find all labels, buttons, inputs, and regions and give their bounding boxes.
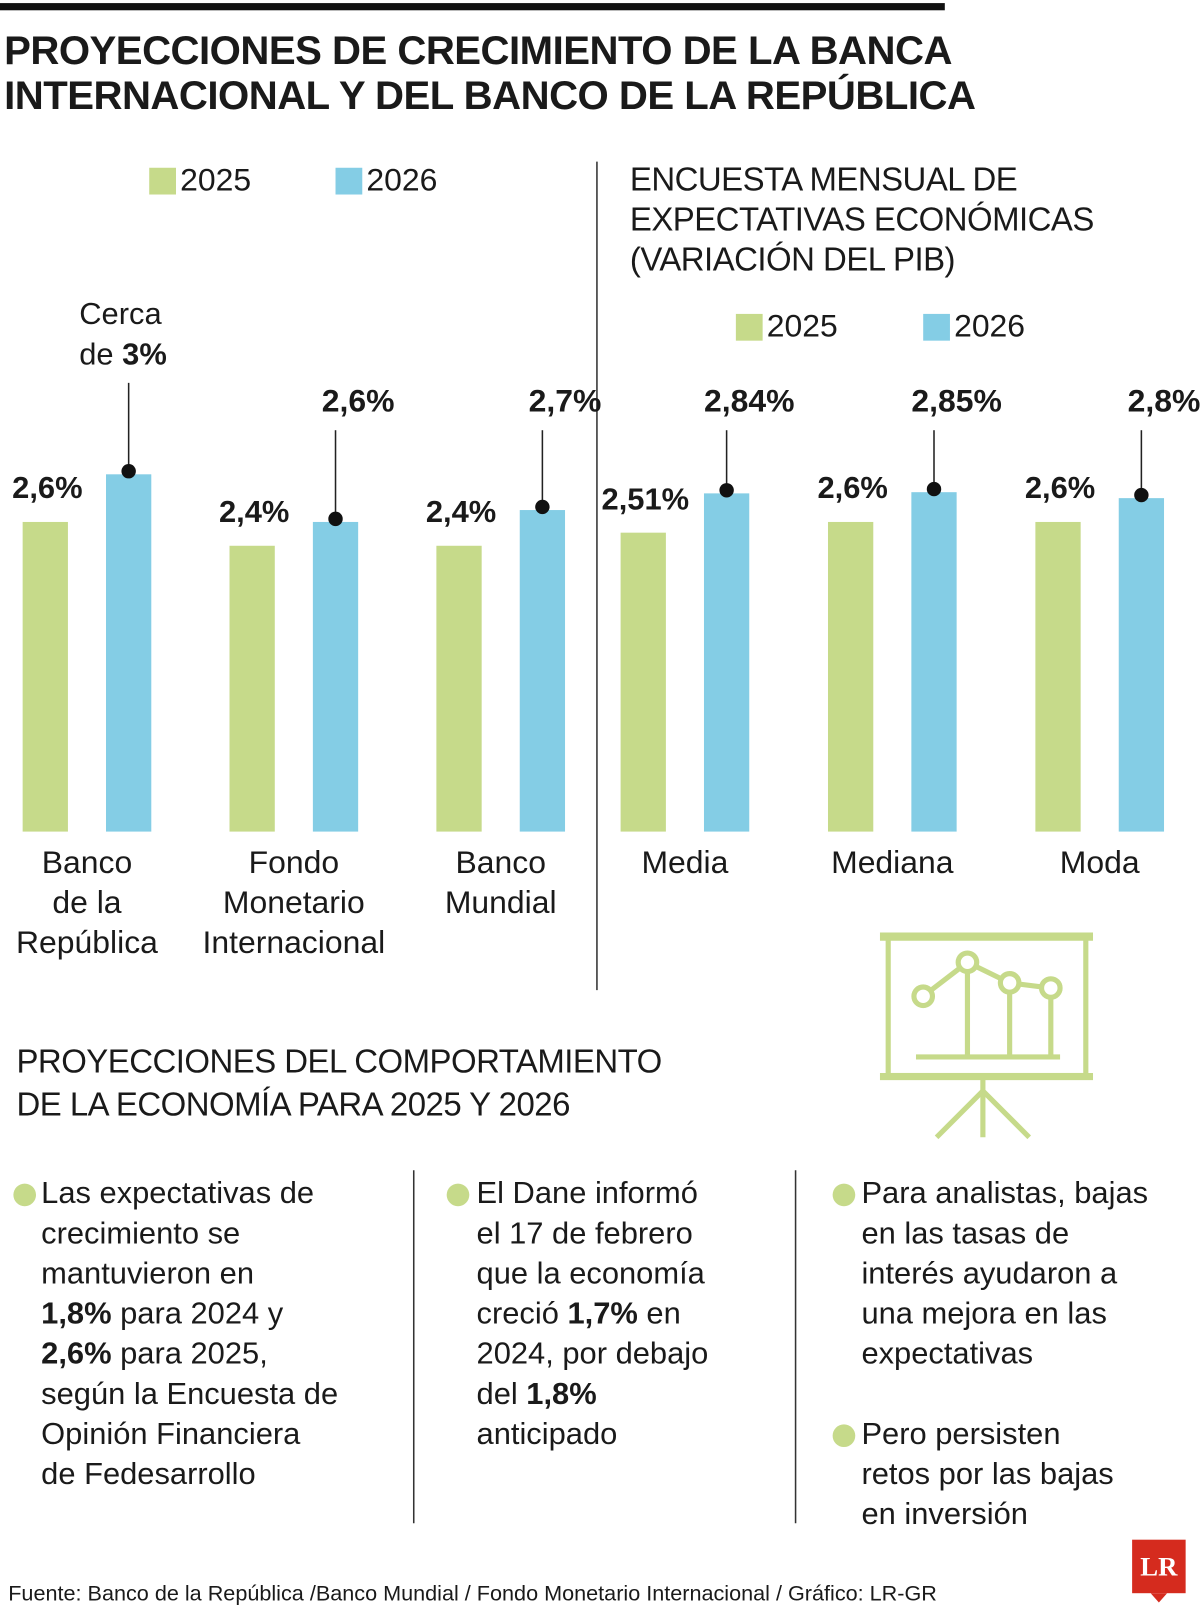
bullet-text: El Dane informó el 17 de febrero que la … xyxy=(476,1176,709,1452)
category-label: Fondo Monetario Internacional xyxy=(202,843,386,961)
bar xyxy=(436,545,482,832)
bar xyxy=(1035,521,1081,832)
section-title: PROYECCIONES DEL COMPORTAMIENTO DE LA EC… xyxy=(16,1042,662,1123)
bar xyxy=(312,521,359,832)
category-label: Banco Mundial xyxy=(444,843,557,921)
leader-dot xyxy=(1134,487,1149,503)
title: PROYECCIONES DE CRECIMIENTO DE LA BANCA … xyxy=(4,28,976,119)
category-label: Mediana xyxy=(831,843,954,880)
category-label: Moda xyxy=(1059,843,1140,880)
legend-swatch xyxy=(149,167,176,195)
legend-label: 2025 xyxy=(766,307,838,344)
value-label: 2,85% xyxy=(911,382,1002,419)
value-label: 2,6% xyxy=(321,382,395,419)
legend-swatch xyxy=(335,167,363,195)
legend-swatch xyxy=(735,313,763,341)
legend-label: 2025 xyxy=(180,161,252,198)
leader-dot xyxy=(121,464,136,479)
value-label: 2,84% xyxy=(704,382,795,419)
leader-dot xyxy=(926,481,942,497)
value-label: 2,8% xyxy=(1127,382,1200,419)
bullet-text: Para analistas, bajas en las tasas de in… xyxy=(861,1176,1149,1371)
legend-swatch xyxy=(923,313,950,341)
chart-title: ENCUESTA MENSUAL DE EXPECTATIVAS ECONÓMI… xyxy=(629,160,1094,278)
value-label: Cerca de 3% xyxy=(79,297,167,372)
top-rule xyxy=(0,3,945,11)
logo: LR xyxy=(1132,1539,1186,1603)
bullet-dot xyxy=(832,1183,856,1207)
source: Fuente: Banco de la República /Banco Mun… xyxy=(8,1581,937,1606)
value-label: 2,6% xyxy=(817,471,888,506)
leader-dot xyxy=(328,511,343,527)
bullet-text: Las expectativas de crecimiento se mantu… xyxy=(41,1176,339,1492)
bar xyxy=(229,545,275,832)
category-label: Media xyxy=(641,843,729,880)
leader-dot xyxy=(535,499,550,515)
legend-label: 2026 xyxy=(954,307,1026,344)
bar xyxy=(620,532,666,832)
bullet-dot xyxy=(832,1424,856,1448)
bullet-text: Pero persisten retos por las bajas en in… xyxy=(861,1417,1114,1532)
value-label: 2,6% xyxy=(1024,471,1096,506)
value-label: 2,7% xyxy=(528,382,602,419)
presentation-icon xyxy=(879,932,1094,1140)
bar xyxy=(703,493,750,832)
category-label: Banco de la República xyxy=(16,843,158,961)
bar xyxy=(22,521,68,832)
bar xyxy=(519,510,566,832)
value-label: 2,51% xyxy=(601,482,690,517)
value-label: 2,6% xyxy=(12,471,83,506)
bar xyxy=(827,521,874,832)
value-label: 2,4% xyxy=(219,495,290,530)
bar xyxy=(911,492,957,832)
logo-text: LR xyxy=(1140,1552,1178,1582)
leader-dot xyxy=(719,483,734,498)
bar xyxy=(106,474,152,832)
bar xyxy=(1118,498,1165,832)
value-label: 2,4% xyxy=(425,495,497,530)
legend-label: 2026 xyxy=(366,161,438,198)
bullet-dot xyxy=(13,1183,37,1207)
bullet-dot xyxy=(446,1183,470,1207)
